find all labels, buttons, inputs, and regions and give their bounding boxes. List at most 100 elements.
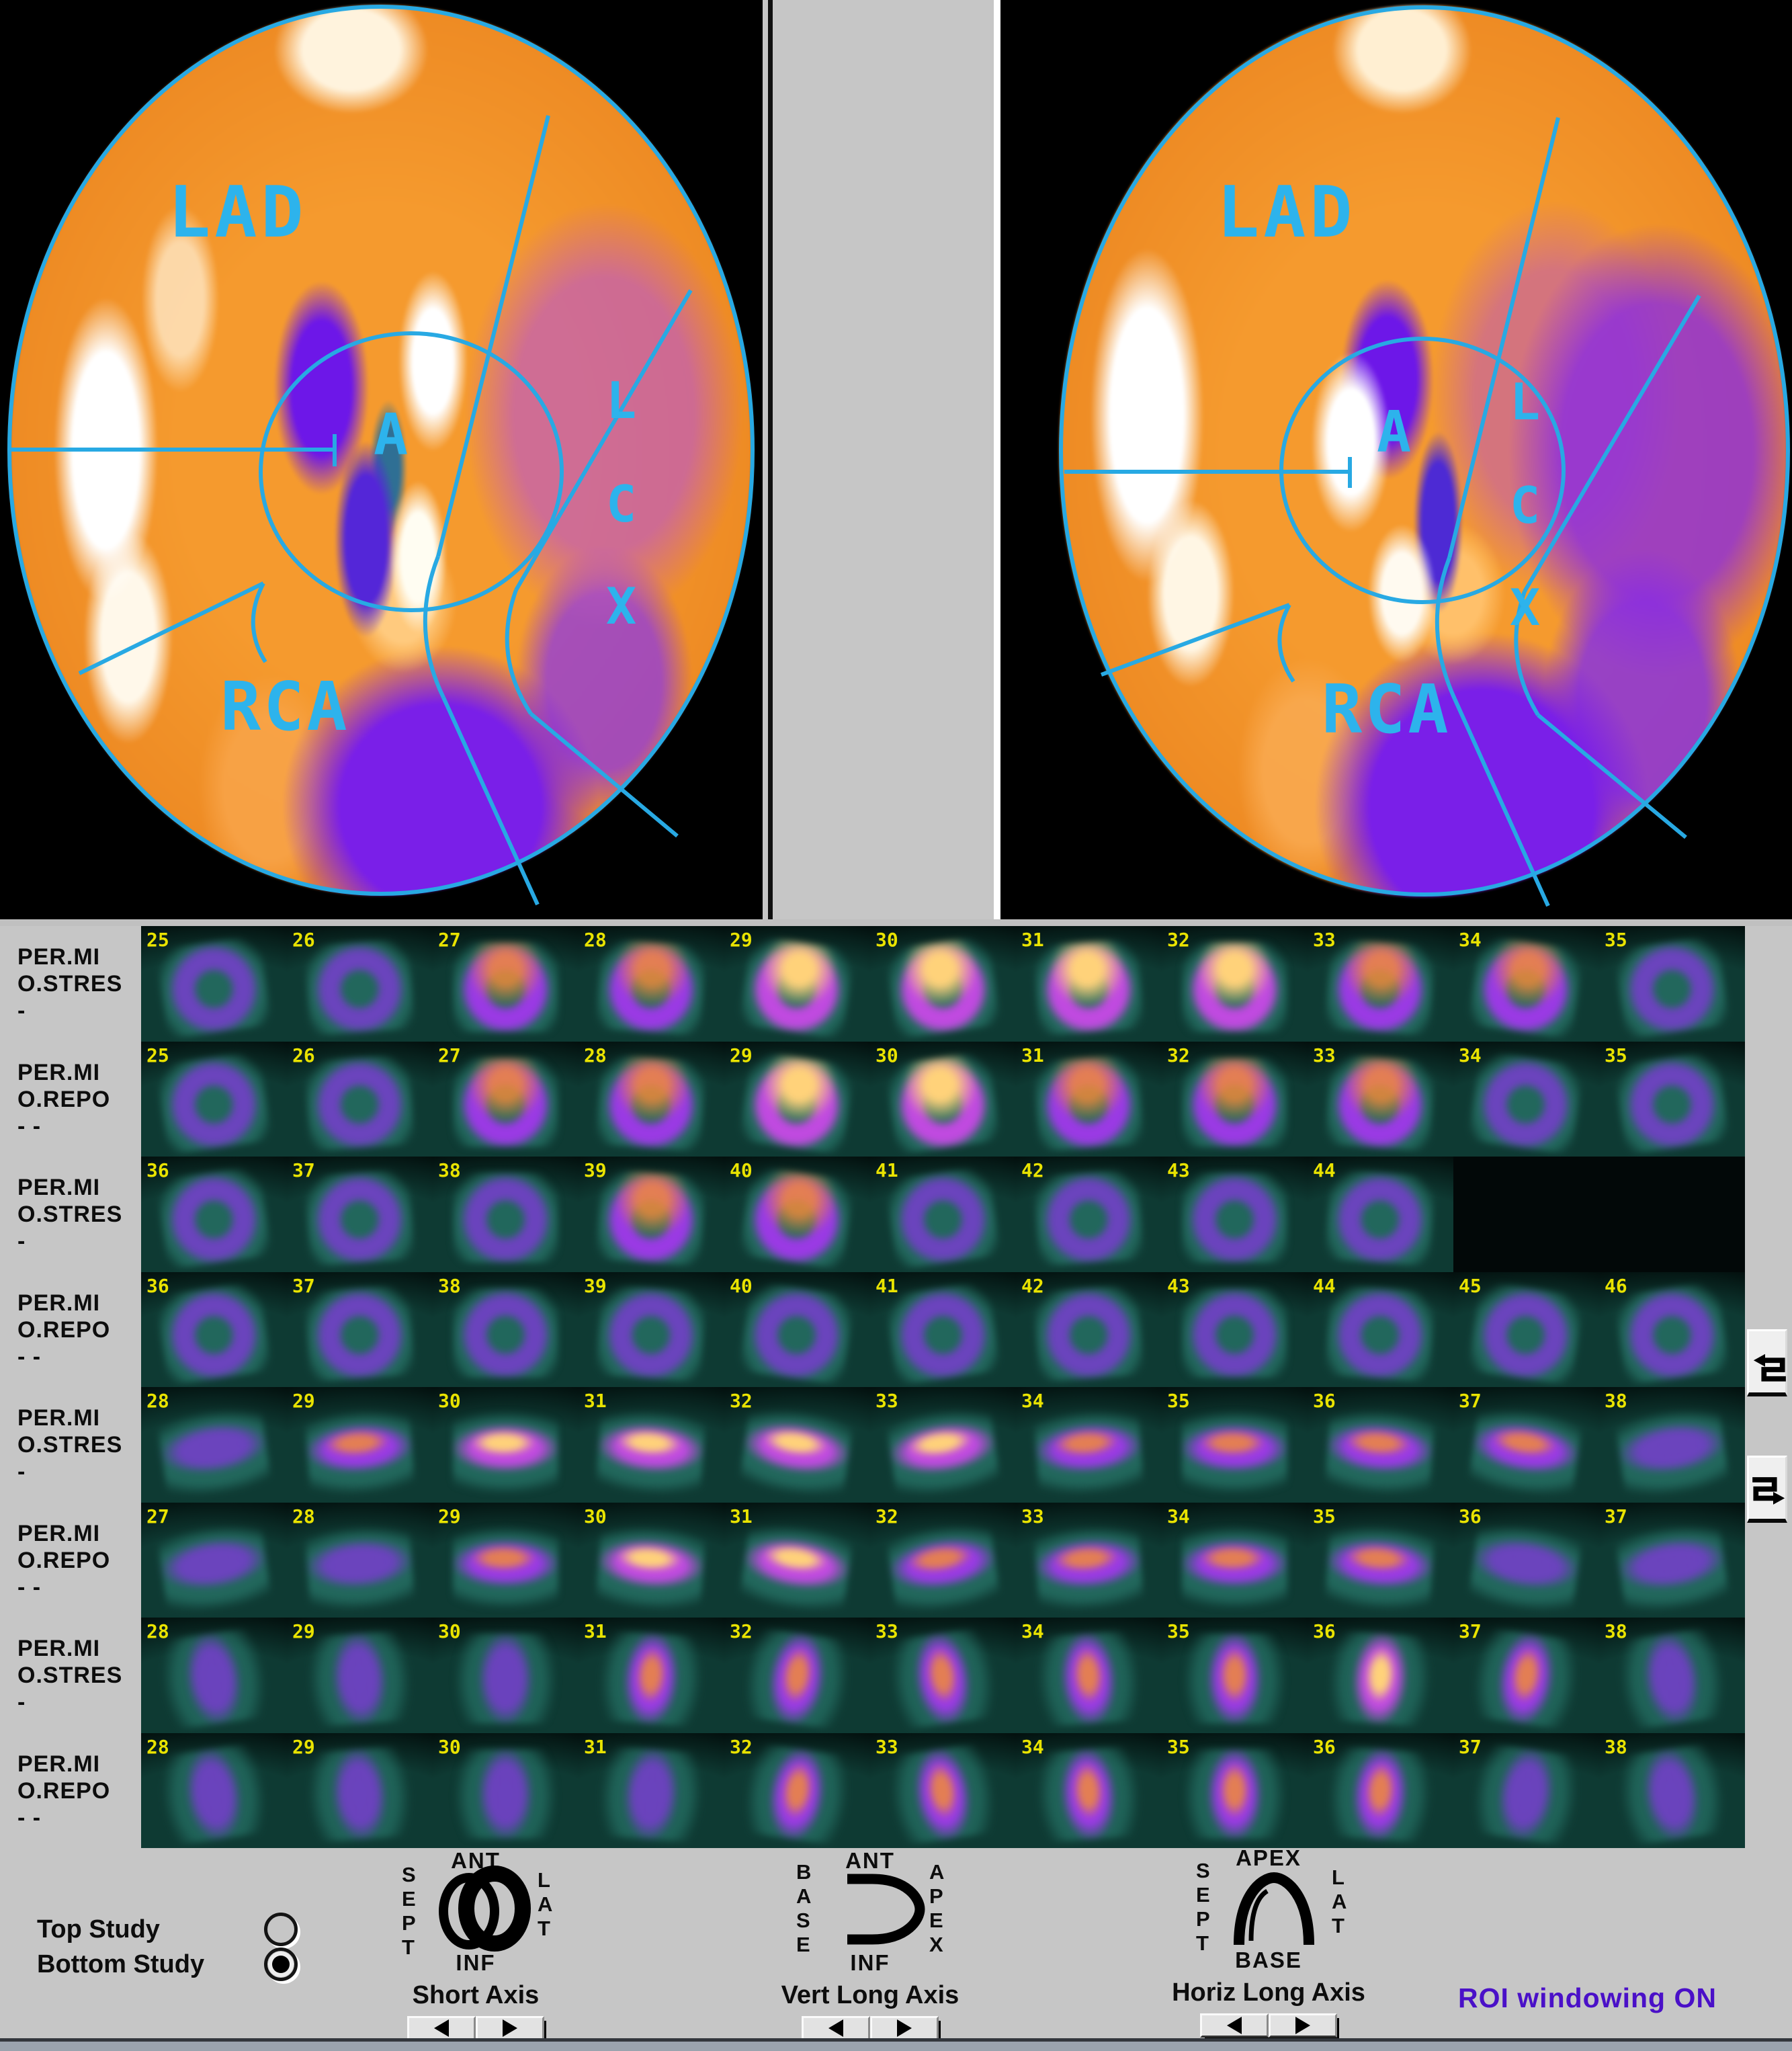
horiz-long-axis-prev-button[interactable] — [1200, 2013, 1269, 2038]
slice-tile[interactable]: 31 — [579, 1732, 724, 1848]
slice-tile[interactable]: 46 — [1599, 1271, 1745, 1387]
slice-tile[interactable]: 27 — [433, 926, 579, 1042]
slice-tile[interactable]: 38 — [433, 1157, 579, 1272]
slice-tile[interactable]: 33 — [870, 1618, 1016, 1733]
slice-tile[interactable]: 28 — [287, 1502, 433, 1618]
slice-tile[interactable]: 41 — [870, 1271, 1016, 1387]
slice-tile[interactable]: 34 — [1453, 926, 1599, 1042]
slice-tile[interactable]: 30 — [433, 1732, 579, 1848]
slice-tile[interactable]: 39 — [579, 1157, 724, 1272]
slice-tile[interactable]: 33 — [870, 1732, 1016, 1848]
slice-tile[interactable]: 30 — [433, 1618, 579, 1733]
slice-tile[interactable]: 29 — [433, 1502, 579, 1618]
bottom-study-radio[interactable] — [264, 1948, 298, 1981]
short-axis-next-button[interactable] — [476, 2016, 544, 2040]
slice-tile[interactable]: 30 — [870, 1041, 1016, 1157]
slice-tile[interactable]: 25 — [141, 1041, 287, 1157]
slice-tile[interactable]: 44 — [1308, 1271, 1453, 1387]
slice-tile[interactable]: 33 — [870, 1387, 1016, 1503]
vert-long-axis-prev-button[interactable] — [802, 2016, 870, 2040]
slice-tile[interactable]: 34 — [1016, 1387, 1162, 1503]
slice-tile[interactable]: 28 — [579, 1041, 724, 1157]
top-study-radio[interactable] — [264, 1913, 298, 1946]
short-axis-prev-button[interactable] — [407, 2016, 476, 2040]
slice-tile[interactable]: 29 — [287, 1732, 433, 1848]
slice-tile[interactable]: 28 — [141, 1618, 287, 1733]
slice-number: 33 — [876, 1620, 898, 1642]
polar-map-image[interactable] — [1060, 5, 1788, 896]
slice-tile[interactable]: 35 — [1162, 1732, 1308, 1848]
slice-tile[interactable]: 34 — [1016, 1732, 1162, 1848]
slice-tile[interactable]: 28 — [141, 1387, 287, 1503]
slice-tile[interactable]: 32 — [1162, 1041, 1308, 1157]
slice-tile[interactable]: 31 — [1016, 1041, 1162, 1157]
slice-tile[interactable]: 42 — [1016, 1271, 1162, 1387]
slice-tile[interactable]: 34 — [1162, 1502, 1308, 1618]
slice-tile[interactable]: 36 — [1453, 1502, 1599, 1618]
slice-tile[interactable]: 33 — [1308, 926, 1453, 1042]
slice-tile[interactable]: 32 — [1162, 926, 1308, 1042]
slice-tile[interactable]: 37 — [1599, 1502, 1745, 1618]
slice-tile[interactable]: 36 — [141, 1271, 287, 1387]
horiz-long-axis-next-button[interactable] — [1269, 2013, 1337, 2038]
slice-tile[interactable]: 43 — [1162, 1271, 1308, 1387]
slice-tile[interactable]: 26 — [287, 926, 433, 1042]
slice-tile[interactable]: 35 — [1599, 926, 1745, 1042]
slice-tile[interactable] — [1453, 1157, 1599, 1272]
slice-tile[interactable]: 36 — [1308, 1387, 1453, 1503]
slice-tile[interactable]: 42 — [1016, 1157, 1162, 1272]
scroll-previous-button[interactable] — [1747, 1329, 1787, 1396]
slice-tile[interactable]: 38 — [1599, 1732, 1745, 1848]
slice-tile[interactable]: 36 — [1308, 1618, 1453, 1733]
slice-tile[interactable]: 44 — [1308, 1157, 1453, 1272]
slice-tile[interactable]: 28 — [579, 926, 724, 1042]
slice-tile[interactable]: 34 — [1453, 1041, 1599, 1157]
slice-tile[interactable]: 31 — [724, 1502, 870, 1618]
slice-tile[interactable]: 36 — [1308, 1732, 1453, 1848]
slice-tile[interactable]: 37 — [1453, 1618, 1599, 1733]
slice-tile[interactable]: 29 — [287, 1618, 433, 1733]
slice-tile[interactable]: 27 — [433, 1041, 579, 1157]
slice-tile[interactable]: 30 — [579, 1502, 724, 1618]
slice-tile[interactable]: 38 — [1599, 1618, 1745, 1733]
slice-tile[interactable]: 36 — [141, 1157, 287, 1272]
slice-tile[interactable]: 26 — [287, 1041, 433, 1157]
slice-tile[interactable]: 39 — [579, 1271, 724, 1387]
slice-tile[interactable]: 37 — [287, 1271, 433, 1387]
slice-tile[interactable]: 35 — [1162, 1618, 1308, 1733]
slice-tile[interactable]: 30 — [433, 1387, 579, 1503]
slice-tile[interactable]: 29 — [287, 1387, 433, 1503]
slice-tile[interactable]: 37 — [287, 1157, 433, 1272]
slice-tile[interactable]: 31 — [579, 1618, 724, 1733]
scroll-next-button[interactable] — [1747, 1456, 1787, 1523]
slice-tile[interactable]: 25 — [141, 926, 287, 1042]
slice-tile[interactable]: 32 — [870, 1502, 1016, 1618]
slice-tile[interactable] — [1599, 1157, 1745, 1272]
slice-tile[interactable]: 38 — [1599, 1387, 1745, 1503]
slice-tile[interactable]: 33 — [1016, 1502, 1162, 1618]
slice-tile[interactable]: 38 — [433, 1271, 579, 1387]
slice-tile[interactable]: 37 — [1453, 1732, 1599, 1848]
slice-tile[interactable]: 32 — [724, 1387, 870, 1503]
slice-tile[interactable]: 31 — [579, 1387, 724, 1503]
slice-tile[interactable]: 29 — [724, 1041, 870, 1157]
slice-tile[interactable]: 41 — [870, 1157, 1016, 1272]
slice-tile[interactable]: 45 — [1453, 1271, 1599, 1387]
slice-tile[interactable]: 34 — [1016, 1618, 1162, 1733]
slice-tile[interactable]: 32 — [724, 1732, 870, 1848]
vert-long-axis-next-button[interactable] — [870, 2016, 939, 2040]
slice-tile[interactable]: 40 — [724, 1271, 870, 1387]
slice-tile[interactable]: 30 — [870, 926, 1016, 1042]
slice-tile[interactable]: 43 — [1162, 1157, 1308, 1272]
slice-tile[interactable]: 29 — [724, 926, 870, 1042]
slice-tile[interactable]: 35 — [1599, 1041, 1745, 1157]
slice-tile[interactable]: 40 — [724, 1157, 870, 1272]
slice-tile[interactable]: 32 — [724, 1618, 870, 1733]
slice-tile[interactable]: 33 — [1308, 1041, 1453, 1157]
slice-tile[interactable]: 37 — [1453, 1387, 1599, 1503]
slice-tile[interactable]: 27 — [141, 1502, 287, 1618]
slice-tile[interactable]: 28 — [141, 1732, 287, 1848]
slice-tile[interactable]: 35 — [1162, 1387, 1308, 1503]
slice-tile[interactable]: 35 — [1308, 1502, 1453, 1618]
slice-tile[interactable]: 31 — [1016, 926, 1162, 1042]
